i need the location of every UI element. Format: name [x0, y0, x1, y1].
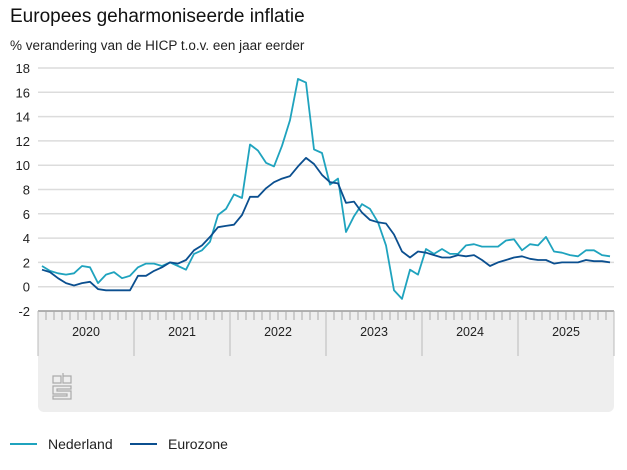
legend-label-eurozone: Eurozone	[168, 436, 228, 452]
series-line-eurozone	[41, 157, 611, 292]
y-tick-label: 4	[23, 231, 30, 246]
y-tick-label: 18	[16, 61, 30, 76]
x-tick-label: 2025	[552, 325, 580, 339]
cbs-logo-icon	[52, 373, 72, 400]
legend-swatch-eurozone	[130, 443, 157, 445]
x-tick-label: 2023	[360, 325, 388, 339]
legend-label-nederland: Nederland	[48, 436, 113, 452]
y-tick-label: 10	[16, 158, 30, 173]
legend-swatch-nederland	[10, 443, 37, 445]
legend-item-nederland[interactable]: Nederland	[10, 436, 113, 452]
series-line-nederland	[41, 78, 611, 300]
y-tick-label: 0	[23, 280, 30, 295]
y-tick-label: 8	[23, 183, 30, 198]
x-axis-panel	[38, 311, 614, 412]
chart-subtitle: % verandering van de HICP t.o.v. een jaa…	[10, 38, 305, 53]
y-tick-label: 2	[23, 255, 30, 270]
y-tick-label: -2	[18, 304, 30, 319]
x-tick-label: 2020	[72, 325, 100, 339]
chart-title: Europees geharmoniseerde inflatie	[10, 6, 305, 27]
x-tick-label: 2022	[264, 325, 292, 339]
y-tick-label: 6	[23, 207, 30, 222]
x-tick-label: 2021	[168, 325, 196, 339]
y-tick-label: 14	[16, 110, 30, 125]
legend-item-eurozone[interactable]: Eurozone	[130, 436, 228, 452]
y-tick-label: 16	[16, 85, 30, 100]
y-tick-label: 12	[16, 134, 30, 149]
x-tick-label: 2024	[456, 325, 484, 339]
